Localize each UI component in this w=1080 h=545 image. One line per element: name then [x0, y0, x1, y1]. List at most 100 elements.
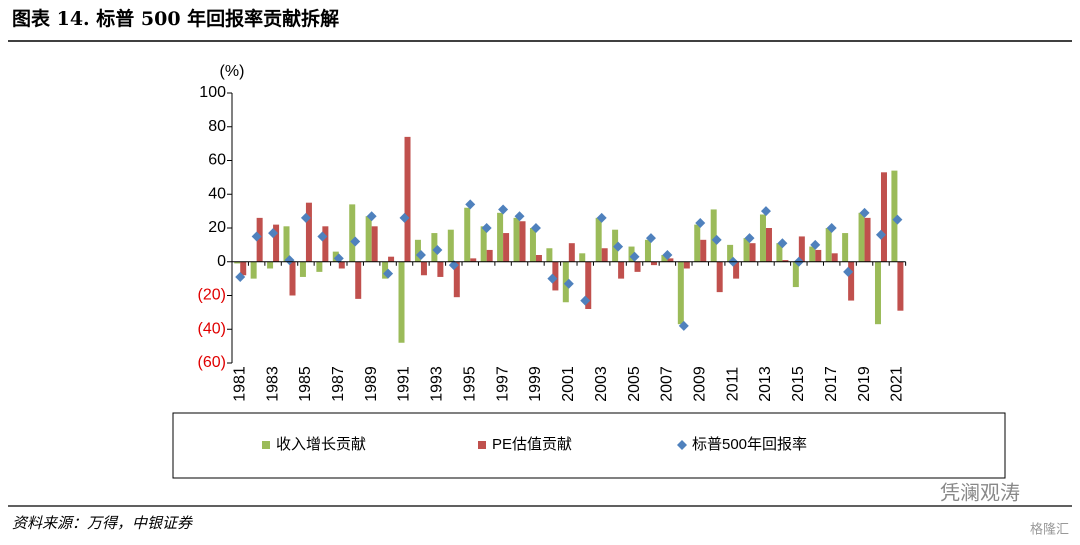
- bar: [453, 261, 460, 298]
- y-tick-label: 20: [208, 219, 226, 236]
- x-tick-label: 1997: [494, 366, 511, 402]
- bar: [519, 221, 526, 262]
- legend-box: [172, 412, 1006, 479]
- bar: [388, 256, 395, 262]
- bar: [628, 246, 635, 262]
- x-tick-label: 2001: [560, 366, 577, 402]
- bar: [644, 239, 651, 262]
- bar: [891, 170, 898, 262]
- marker: [235, 271, 246, 282]
- x-tick-label: 2021: [889, 366, 906, 402]
- y-tick-label: 100: [199, 84, 226, 101]
- bar: [585, 261, 592, 309]
- bar: [694, 224, 701, 262]
- bar: [283, 226, 290, 262]
- marker: [744, 233, 755, 244]
- marker: [415, 250, 426, 260]
- bar: [848, 261, 855, 301]
- y-tick-label: (40): [198, 320, 226, 337]
- x-tick-label: 2015: [790, 366, 807, 402]
- bar: [552, 261, 559, 291]
- bar: [273, 224, 280, 262]
- x-tick-label: 1985: [297, 366, 314, 402]
- bar: [743, 238, 750, 262]
- legend-label: PE估值贡献: [492, 436, 572, 453]
- bar: [776, 243, 783, 262]
- x-tick-label: 1989: [363, 366, 380, 402]
- bar: [480, 226, 487, 262]
- x-tick-label: 1999: [527, 366, 544, 402]
- legend-swatch: [677, 440, 687, 450]
- marker: [760, 206, 771, 217]
- x-tick-label: 1987: [330, 366, 347, 402]
- bar: [316, 261, 323, 272]
- bar: [349, 204, 356, 262]
- bar: [825, 228, 832, 262]
- y-tick-label: 40: [208, 185, 226, 202]
- x-tick-label: 2009: [691, 366, 708, 402]
- legend-label: 收入增长贡献: [276, 436, 366, 453]
- bar: [299, 261, 306, 277]
- bar: [700, 239, 707, 262]
- marker: [826, 223, 837, 233]
- bar: [464, 207, 471, 262]
- x-tick-label: 1983: [264, 366, 281, 402]
- bar: [874, 261, 881, 325]
- bar: [470, 258, 477, 262]
- bar: [815, 249, 822, 262]
- marker: [580, 295, 591, 306]
- marker: [711, 234, 722, 245]
- legend-label: 标普500年回报率: [692, 436, 807, 453]
- marker: [629, 251, 640, 262]
- marker: [333, 253, 344, 264]
- bar: [831, 253, 838, 262]
- bar: [513, 217, 520, 262]
- marker: [613, 241, 624, 252]
- bar: [897, 261, 904, 311]
- y-tick-label: (60): [198, 354, 226, 371]
- y-tick-label: 60: [208, 152, 226, 169]
- marker: [481, 223, 492, 233]
- x-tick-label: 2007: [659, 366, 676, 402]
- watermark2: 格隆汇: [1030, 521, 1069, 536]
- marker: [777, 238, 788, 249]
- bar: [601, 248, 608, 262]
- bar: [256, 217, 263, 262]
- bar: [447, 229, 454, 262]
- bar: [716, 261, 723, 293]
- marker: [645, 233, 656, 244]
- bar: [250, 261, 257, 279]
- x-tick-label: 2011: [724, 367, 741, 402]
- marker: [547, 273, 558, 284]
- bar: [798, 236, 805, 262]
- bar: [267, 261, 274, 269]
- source: 资料来源：万得，中银证券: [12, 514, 193, 532]
- bar: [618, 261, 625, 279]
- bar: [365, 216, 372, 262]
- x-tick-label: 1993: [429, 366, 446, 402]
- x-tick-label: 1981: [231, 366, 248, 402]
- bar: [579, 253, 586, 262]
- bar: [733, 261, 740, 279]
- marker: [399, 212, 410, 223]
- marker: [596, 212, 607, 223]
- marker: [859, 207, 870, 218]
- marker: [892, 214, 903, 225]
- bar: [727, 244, 734, 262]
- bar: [305, 202, 312, 262]
- bar: [710, 209, 717, 262]
- marker: [268, 228, 279, 239]
- bar: [371, 226, 378, 262]
- marker: [465, 199, 476, 210]
- bar: [864, 217, 871, 262]
- chart-title: 图表 14. 标普 500 年回报率贡献拆解: [12, 7, 339, 30]
- marker: [810, 239, 821, 250]
- x-tick-label: 2005: [626, 366, 643, 402]
- bar: [858, 212, 865, 262]
- bar: [503, 233, 510, 262]
- x-tick-label: 2017: [823, 366, 840, 402]
- unit-label: (%): [220, 63, 245, 80]
- marker: [317, 231, 328, 242]
- bar: [486, 249, 493, 262]
- x-tick-label: 1991: [396, 366, 413, 402]
